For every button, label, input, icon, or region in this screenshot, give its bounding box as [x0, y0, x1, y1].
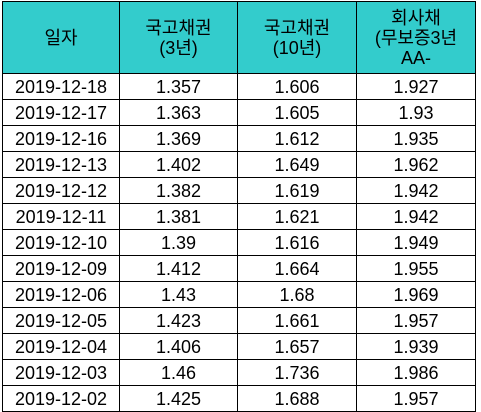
- date-cell: 2019-12-18: [2, 73, 120, 100]
- treasury-3y-cell: 1.357: [119, 73, 238, 100]
- treasury-10y-cell: 1.605: [237, 99, 357, 126]
- table-header: 일자 국고채권 (3년) 국고채권 (10년) 회사채 (무보증3년 AA-: [2, 1, 476, 74]
- corporate-bond-cell: 1.949: [356, 229, 476, 256]
- corporate-bond-cell: 1.962: [356, 151, 476, 178]
- treasury-10y-cell: 1.606: [237, 73, 357, 100]
- date-cell: 2019-12-13: [2, 151, 120, 178]
- treasury-10y-cell: 1.688: [237, 385, 357, 412]
- treasury-3y-cell: 1.382: [119, 177, 238, 204]
- date-cell: 2019-12-10: [2, 229, 120, 256]
- table-row: 2019-12-04 1.406 1.657 1.939: [2, 333, 476, 360]
- treasury-3y-cell: 1.363: [119, 99, 238, 126]
- treasury-10y-cell: 1.649: [237, 151, 357, 178]
- table-row: 2019-12-18 1.357 1.606 1.927: [2, 73, 476, 100]
- corporate-bond-cell: 1.942: [356, 177, 476, 204]
- corporate-bond-cell: 1.969: [356, 281, 476, 308]
- date-cell: 2019-12-09: [2, 255, 120, 282]
- corporate-bond-cell: 1.942: [356, 203, 476, 230]
- header-line: 국고채권: [145, 17, 212, 38]
- corporate-bond-cell: 1.927: [356, 73, 476, 100]
- header-row: 일자 국고채권 (3년) 국고채권 (10년) 회사채 (무보증3년 AA-: [2, 1, 476, 74]
- treasury-10y-cell: 1.621: [237, 203, 357, 230]
- header-treasury-3y: 국고채권 (3년): [119, 1, 238, 74]
- table-row: 2019-12-17 1.363 1.605 1.93: [2, 99, 476, 126]
- header-date: 일자: [2, 1, 120, 74]
- table-body: 2019-12-18 1.357 1.606 1.927 2019-12-17 1.363…: [2, 73, 476, 412]
- header-line: (3년): [159, 37, 198, 58]
- treasury-10y-cell: 1.612: [237, 125, 357, 152]
- table-row: 2019-12-13 1.402 1.649 1.962: [2, 151, 476, 178]
- table-row: 2019-12-12 1.382 1.619 1.942: [2, 177, 476, 204]
- header-line: AA-: [400, 47, 431, 68]
- table-row: 2019-12-06 1.43 1.68 1.969: [2, 281, 476, 308]
- date-cell: 2019-12-17: [2, 99, 120, 126]
- date-cell: 2019-12-03: [2, 359, 120, 386]
- treasury-3y-cell: 1.381: [119, 203, 238, 230]
- treasury-3y-cell: 1.43: [119, 281, 238, 308]
- treasury-3y-cell: 1.46: [119, 359, 238, 386]
- corporate-bond-cell: 1.935: [356, 125, 476, 152]
- treasury-10y-cell: 1.661: [237, 307, 357, 334]
- treasury-3y-cell: 1.369: [119, 125, 238, 152]
- corporate-bond-cell: 1.93: [356, 99, 476, 126]
- corporate-bond-cell: 1.986: [356, 359, 476, 386]
- treasury-3y-cell: 1.406: [119, 333, 238, 360]
- header-line: (무보증3년: [374, 27, 458, 48]
- treasury-10y-cell: 1.736: [237, 359, 357, 386]
- treasury-10y-cell: 1.68: [237, 281, 357, 308]
- treasury-10y-cell: 1.664: [237, 255, 357, 282]
- treasury-3y-cell: 1.39: [119, 229, 238, 256]
- treasury-3y-cell: 1.425: [119, 385, 238, 412]
- date-cell: 2019-12-05: [2, 307, 120, 334]
- treasury-10y-cell: 1.616: [237, 229, 357, 256]
- treasury-3y-cell: 1.402: [119, 151, 238, 178]
- header-line: (10년): [272, 37, 322, 58]
- header-line: 회사채: [391, 7, 441, 28]
- treasury-3y-cell: 1.412: [119, 255, 238, 282]
- corporate-bond-cell: 1.939: [356, 333, 476, 360]
- date-cell: 2019-12-06: [2, 281, 120, 308]
- header-line: 국고채권: [263, 17, 331, 38]
- date-cell: 2019-12-11: [2, 203, 120, 230]
- corporate-bond-cell: 1.957: [356, 385, 476, 412]
- table-row: 2019-12-10 1.39 1.616 1.949: [2, 229, 476, 256]
- table-row: 2019-12-03 1.46 1.736 1.986: [2, 359, 476, 386]
- date-cell: 2019-12-16: [2, 125, 120, 152]
- date-cell: 2019-12-12: [2, 177, 120, 204]
- header-line: 일자: [44, 27, 78, 48]
- header-treasury-10y: 국고채권 (10년): [237, 1, 357, 74]
- treasury-10y-cell: 1.657: [237, 333, 357, 360]
- table-row: 2019-12-09 1.412 1.664 1.955: [2, 255, 476, 282]
- table-row: 2019-12-05 1.423 1.661 1.957: [2, 307, 476, 334]
- table-row: 2019-12-11 1.381 1.621 1.942: [2, 203, 476, 230]
- date-cell: 2019-12-04: [2, 333, 120, 360]
- corporate-bond-cell: 1.957: [356, 307, 476, 334]
- treasury-3y-cell: 1.423: [119, 307, 238, 334]
- table-row: 2019-12-16 1.369 1.612 1.935: [2, 125, 476, 152]
- corporate-bond-cell: 1.955: [356, 255, 476, 282]
- date-cell: 2019-12-02: [2, 385, 120, 412]
- treasury-10y-cell: 1.619: [237, 177, 357, 204]
- table-row: 2019-12-02 1.425 1.688 1.957: [2, 385, 476, 412]
- header-corporate-bond: 회사채 (무보증3년 AA-: [356, 1, 476, 74]
